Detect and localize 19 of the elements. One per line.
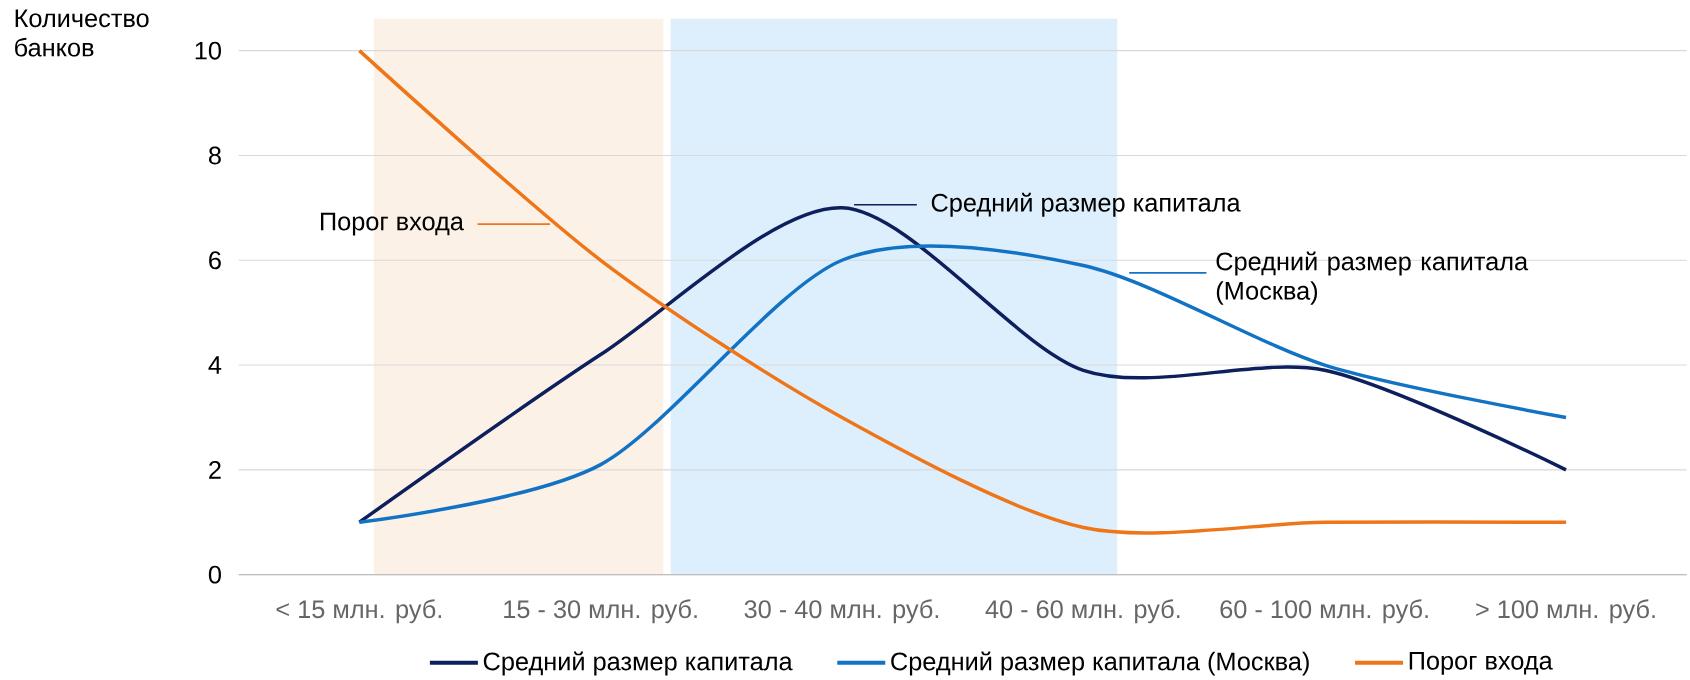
y-tick-label: 10 (195, 41, 221, 60)
legend-label: Средний размер капитала (483, 651, 793, 676)
x-tick-label: 60 - 100 млн. руб. (1220, 599, 1428, 624)
legend-label: Средний размер капитала (Москва) (891, 651, 1309, 676)
y-tick-label: 6 (209, 251, 221, 270)
x-tick-label: 30 - 40 млн. руб. (744, 599, 939, 624)
y-tick-label: 0 (208, 565, 221, 584)
x-tick-label: > 100 млн. руб. (1476, 599, 1655, 624)
legend-label: Порог входа (1409, 652, 1553, 675)
y-axis-title: Количество банков (15, 9, 149, 57)
annotation: Порог входа (320, 212, 464, 236)
x-tick-label: 15 - 30 млн. руб. (504, 599, 697, 624)
x-tick-label: 40 - 60 млн. руб. (985, 599, 1180, 624)
y-tick-label: 8 (208, 146, 221, 165)
y-tick-label: 2 (209, 461, 221, 479)
y-tick-label: 4 (208, 356, 222, 374)
x-tick-label: < 15 млн. руб. (276, 599, 441, 624)
annotation: Средний размер капитала (Москва) (1216, 251, 1529, 305)
annotation: Средний размер капитала (931, 192, 1241, 217)
